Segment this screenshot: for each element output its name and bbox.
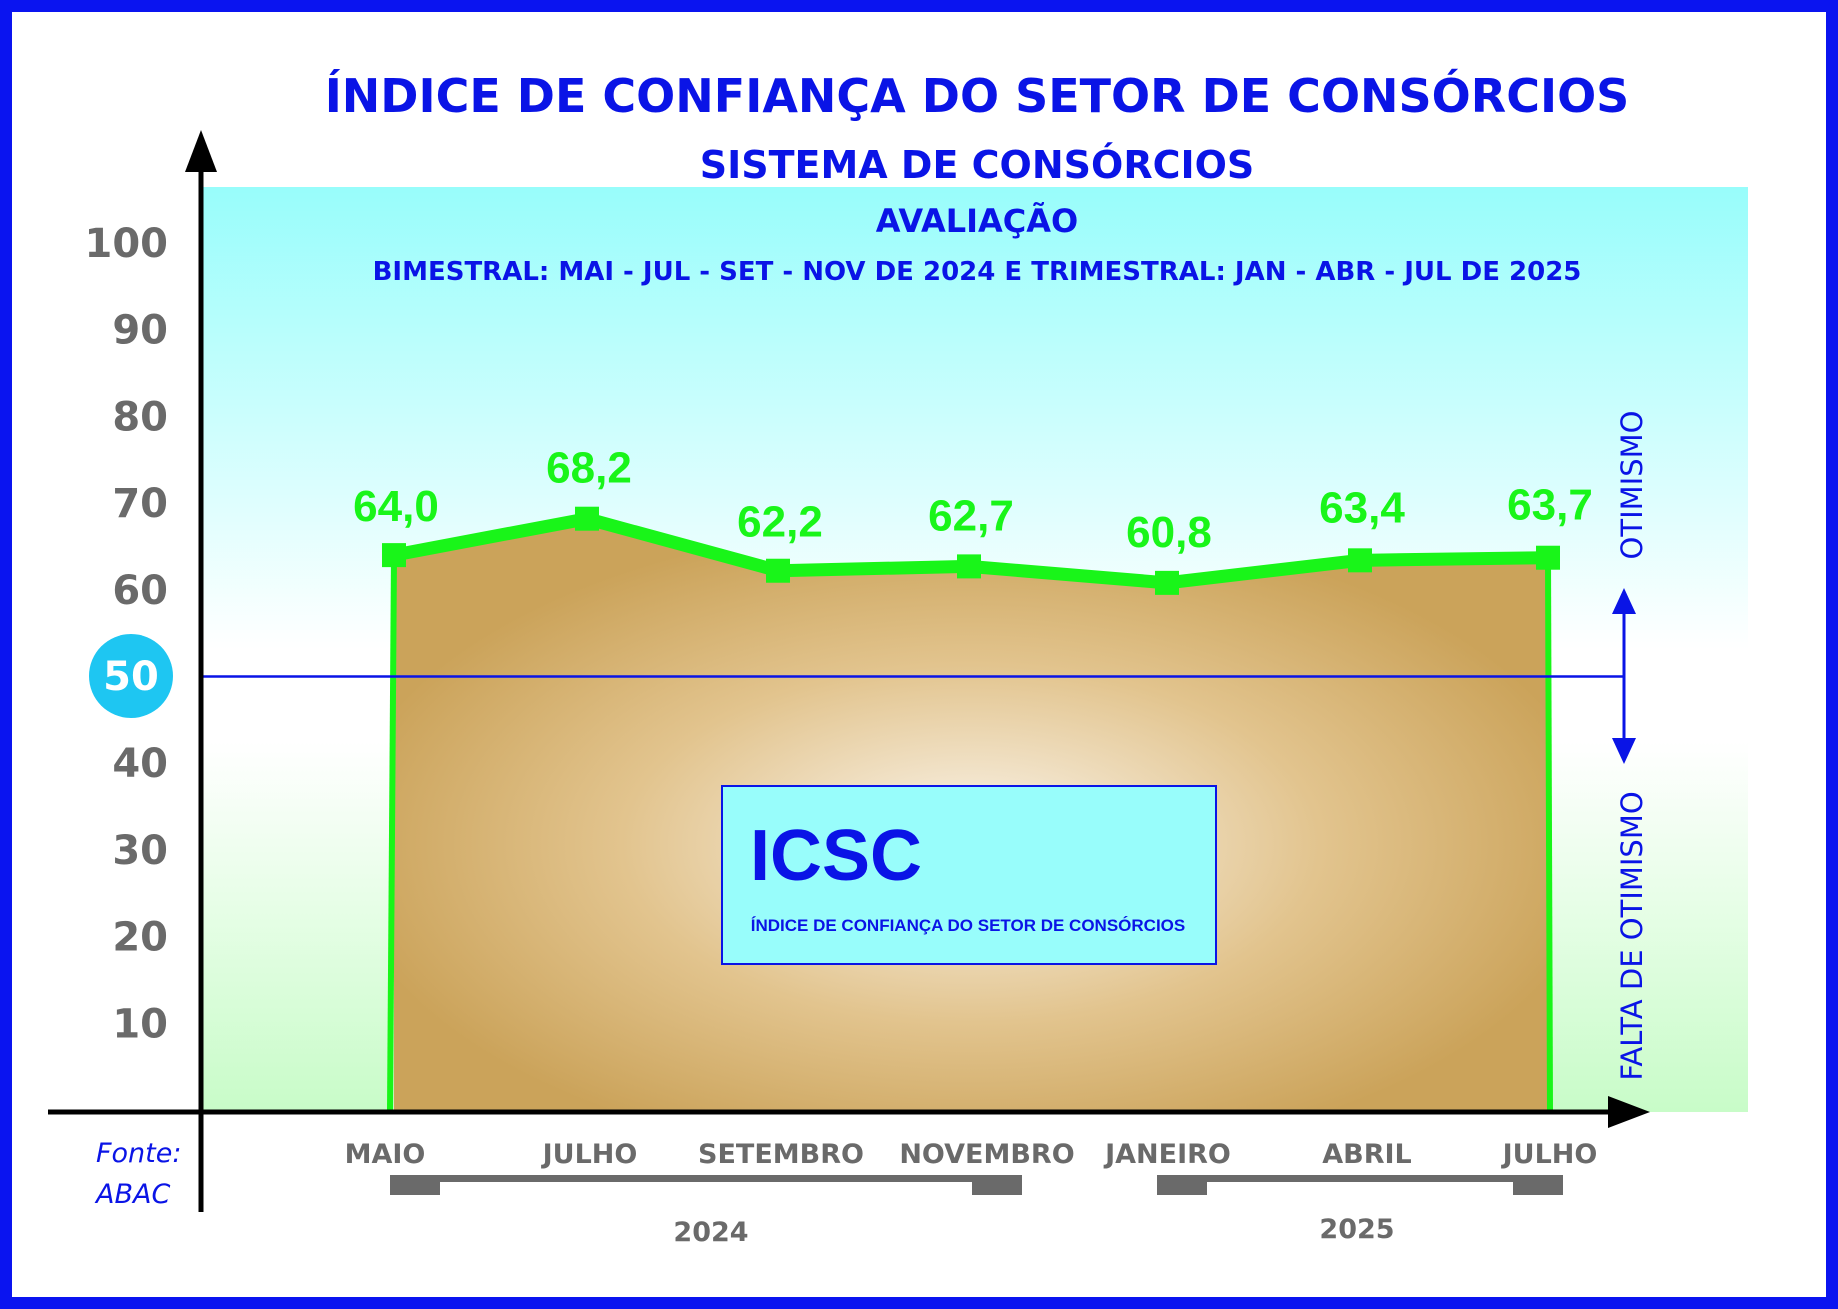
y-tick-20: 20	[112, 915, 168, 961]
year-brackets: 2024 2025	[390, 1175, 1563, 1248]
x-tick-6: JULHO	[1501, 1139, 1598, 1170]
data-point-6	[1536, 545, 1560, 570]
year-bracket-right-cap	[972, 1175, 1022, 1195]
data-point-5	[1348, 548, 1372, 573]
x-tick-0: MAIO	[345, 1139, 426, 1170]
area-left-edge	[387, 555, 397, 1111]
year-bracket-bar	[1157, 1175, 1563, 1182]
y-tick-100: 100	[85, 221, 169, 267]
optimism-label: OTIMISMO	[1615, 411, 1649, 560]
year-bracket-bar	[390, 1175, 1022, 1182]
year-bracket-right-cap	[1513, 1175, 1563, 1195]
data-label-5: 63,4	[1319, 483, 1405, 532]
data-label-2: 62,2	[737, 498, 823, 547]
period-label: BIMESTRAL: MAI - JUL - SET - NOV DE 2024…	[373, 257, 1582, 287]
x-tick-1: JULHO	[541, 1139, 638, 1170]
source-label: Fonte:	[96, 1138, 181, 1169]
icsc-box-subtitle: ÍNDICE DE CONFIANÇA DO SETOR DE CONSÓRCI…	[751, 916, 1185, 935]
data-point-1	[575, 506, 599, 531]
chart-subtitle: SISTEMA DE CONSÓRCIOS	[700, 143, 1255, 187]
evaluation-label: AVALIAÇÃO	[876, 202, 1078, 240]
y-tick-60: 60	[112, 568, 168, 614]
year-label-2024: 2024	[673, 1217, 748, 1248]
y-tick-90: 90	[112, 308, 168, 354]
data-point-2	[766, 558, 790, 583]
icsc-box-title: ICSC	[750, 816, 922, 896]
year-bracket-2024: 2024	[390, 1175, 1022, 1248]
data-label-4: 60,8	[1126, 508, 1212, 557]
chart-title: ÍNDICE DE CONFIANÇA DO SETOR DE CONSÓRCI…	[325, 69, 1630, 123]
y-tick-40: 40	[112, 741, 168, 787]
y-axis-arrowhead	[185, 130, 217, 172]
data-label-0: 64,0	[353, 482, 439, 531]
data-point-4	[1155, 570, 1179, 595]
reference-circle-label: 50	[103, 654, 159, 700]
data-point-0	[382, 543, 406, 568]
x-tick-labels: MAIO JULHO SETEMBRO NOVEMBRO JANEIRO ABRIL JUL…	[345, 1139, 1598, 1170]
x-tick-4: JANEIRO	[1103, 1139, 1231, 1170]
x-tick-5: ABRIL	[1322, 1139, 1412, 1170]
x-tick-3: NOVEMBRO	[899, 1139, 1074, 1170]
area-right-edge	[1545, 557, 1553, 1111]
lack-of-optimism-label: FALTA DE OTIMISMO	[1615, 791, 1649, 1080]
x-tick-2: SETEMBRO	[698, 1139, 864, 1170]
data-point-3	[957, 554, 981, 579]
y-tick-30: 30	[112, 828, 168, 874]
optimism-double-arrow	[1612, 588, 1636, 764]
source-name: ABAC	[94, 1179, 170, 1210]
data-label-3: 62,7	[928, 491, 1014, 540]
y-tick-labels: 10 20 30 40 60 70 80 90 100	[85, 221, 169, 1047]
data-label-6: 63,7	[1507, 481, 1593, 530]
data-label-1: 68,2	[546, 444, 632, 493]
x-axis-arrowhead	[1608, 1096, 1650, 1128]
y-tick-10: 10	[112, 1001, 168, 1047]
icsc-box: ICSC ÍNDICE DE CONFIANÇA DO SETOR DE CON…	[721, 785, 1217, 965]
icsc-box-background	[721, 785, 1217, 965]
year-bracket-left-cap	[1157, 1175, 1207, 1195]
year-label-2025: 2025	[1319, 1214, 1394, 1245]
reference-circle	[89, 634, 173, 718]
y-tick-80: 80	[112, 394, 168, 440]
year-bracket-2025: 2025	[1157, 1175, 1563, 1245]
year-bracket-left-cap	[390, 1175, 440, 1195]
y-tick-70: 70	[112, 481, 168, 527]
